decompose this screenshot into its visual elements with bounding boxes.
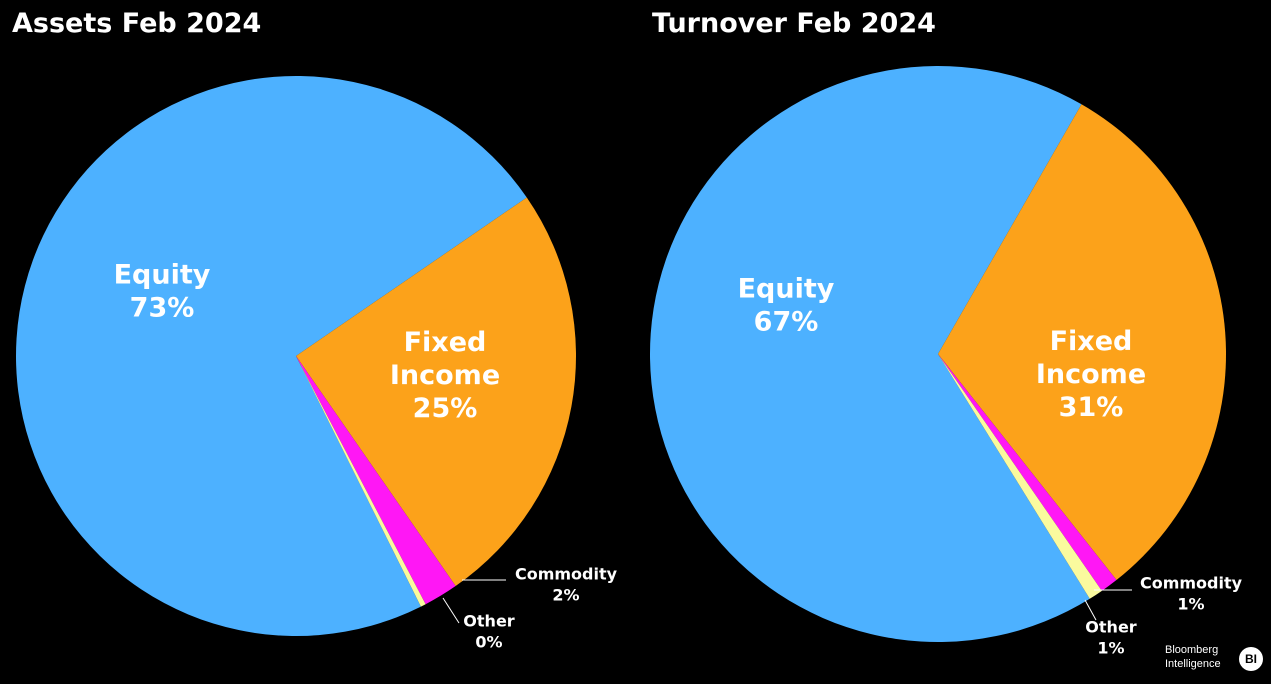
slice-label-name-assets-fixed-income: Fixed: [404, 327, 487, 358]
logo-line2: Intelligence: [1165, 658, 1221, 670]
slice-label-value-turnover-fixed-income: 31%: [1059, 392, 1124, 423]
slice-label-name-assets-commodity: Commodity: [515, 564, 618, 583]
pie-slice-turnover-equity: [650, 65, 1090, 642]
leader-line-turnover-other: [1084, 599, 1097, 621]
slice-label-value-turnover-other: 1%: [1097, 638, 1124, 657]
pie-slice-assets-fixed-income: [296, 197, 577, 587]
slice-label-value-assets-equity: 73%: [130, 292, 195, 323]
slice-label-value-turnover-equity: 67%: [754, 306, 819, 337]
pie-slice-assets-commodity: [296, 356, 456, 605]
slice-label-turnover-commodity: Commodity 1%: [1140, 573, 1243, 613]
slice-label-value-assets-fixed-income: 25%: [413, 393, 478, 424]
logo-line1: Bloomberg: [1165, 644, 1219, 656]
slice-label-name-turnover-fixed-income: Fixed: [1050, 326, 1133, 357]
chart-title-turnover: Turnover Feb 2024: [652, 8, 936, 39]
slice-label-name-turnover-fixed-income: Income: [1036, 359, 1146, 390]
pie-slice-turnover-commodity: [938, 354, 1117, 591]
slice-label-value-assets-commodity: 2%: [552, 585, 579, 604]
slice-label-name-turnover-equity: Equity: [738, 273, 835, 304]
pie-slice-turnover-other: [938, 354, 1102, 599]
slice-label-name-turnover-other: Other: [1085, 617, 1136, 636]
slice-label-assets-commodity: Commodity 2%: [515, 564, 618, 604]
logo-text: Bloomberg Intelligence: [1165, 643, 1221, 671]
slice-label-name-assets-other: Other: [463, 611, 514, 630]
slice-label-turnover-fixed-income: Fixed Income 31%: [1036, 326, 1146, 423]
leader-line-assets-other: [442, 597, 460, 624]
slice-label-name-assets-equity: Equity: [114, 259, 211, 290]
bloomberg-intelligence-logo: Bloomberg Intelligence BI: [1165, 643, 1265, 677]
slice-label-name-assets-fixed-income: Income: [390, 360, 500, 391]
pie-slice-assets-equity: [15, 76, 527, 637]
slice-label-assets-fixed-income: Fixed Income 25%: [390, 327, 500, 424]
slice-label-value-assets-other: 0%: [475, 632, 502, 651]
pie-slice-turnover-fixed-income: [938, 104, 1227, 581]
slice-label-assets-other: Other 0%: [463, 611, 514, 651]
bi-logo-icon: BI: [1239, 647, 1263, 671]
slice-label-value-turnover-commodity: 1%: [1177, 594, 1204, 613]
slice-label-name-turnover-commodity: Commodity: [1140, 573, 1243, 592]
chart-title-assets: Assets Feb 2024: [12, 8, 262, 39]
pie-slice-assets-other: [296, 356, 426, 607]
slice-label-turnover-equity: Equity 67%: [738, 273, 835, 337]
slice-label-turnover-other: Other 1%: [1085, 617, 1136, 657]
slice-label-assets-equity: Equity 73%: [114, 259, 211, 323]
